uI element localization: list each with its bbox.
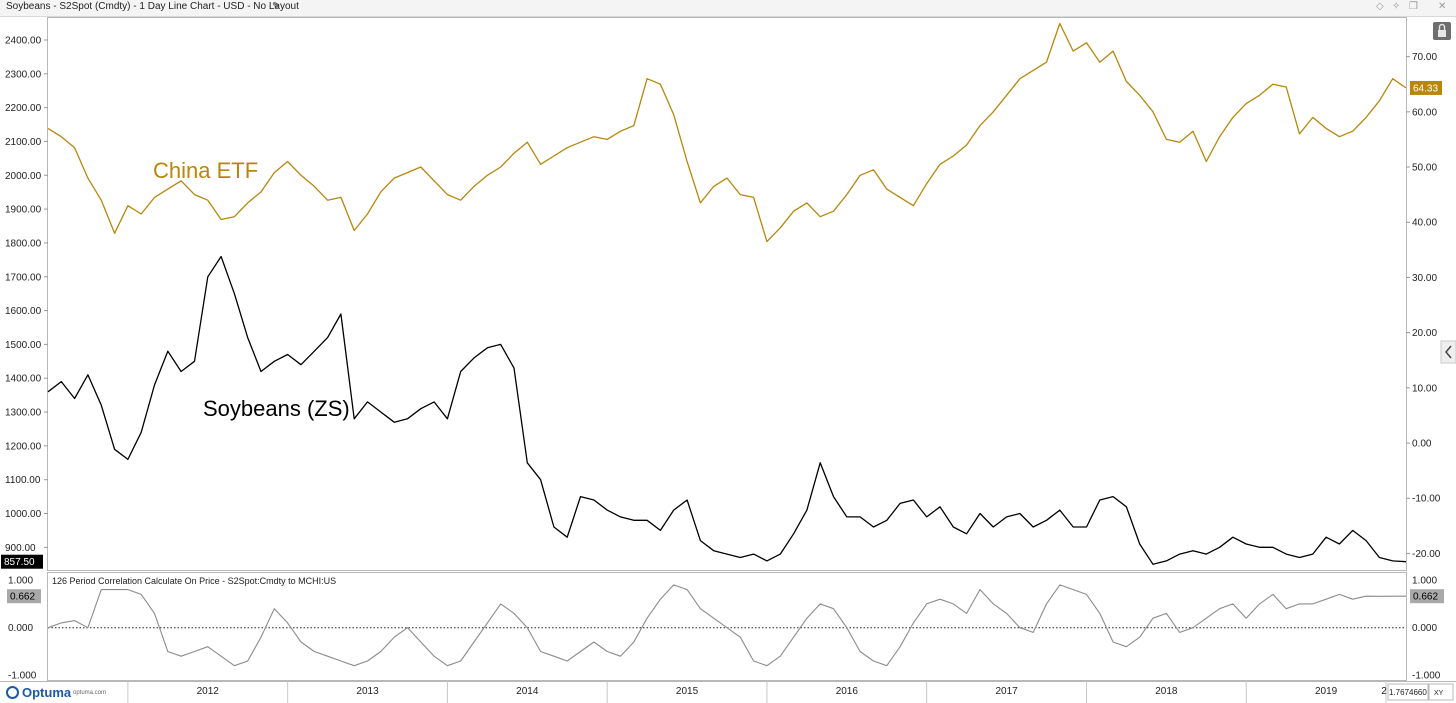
soybeans-line xyxy=(47,255,1407,565)
x-axis-tick-label: 2015 xyxy=(676,686,699,697)
correlation-title: 126 Period Correlation Calculate On Pric… xyxy=(52,576,336,586)
right-axis-tick-label: 20.00 xyxy=(1412,328,1437,339)
corr-right-tick-label: -1.000 xyxy=(1412,671,1441,682)
window-title: Soybeans - S2Spot (Cmdty) - 1 Day Line C… xyxy=(6,1,299,12)
left-axis-tick-label: 1300.00 xyxy=(5,408,42,419)
corr-right-last-value-box xyxy=(1410,589,1444,604)
soybeans-label: Soybeans (ZS) xyxy=(203,396,350,421)
right-axis-tick-label: 60.00 xyxy=(1412,107,1437,118)
restore-icon[interactable]: ❐ xyxy=(1409,1,1418,12)
x-axis-tick-label: 2014 xyxy=(516,686,539,697)
china-etf-last-value-box xyxy=(1410,80,1442,95)
corr-left-tick-label: 0.000 xyxy=(8,623,33,634)
china-etf-last-value: 64.33 xyxy=(1413,83,1438,94)
left-axis-tick-label: 2300.00 xyxy=(5,69,42,80)
brand-url: optuma.com xyxy=(73,690,107,696)
chevron-left-icon[interactable] xyxy=(1440,340,1456,364)
left-axis-tick-label: 1000.00 xyxy=(5,509,42,520)
right-axis-tick-label: 70.00 xyxy=(1412,52,1437,63)
soybeans-last-value-box xyxy=(1,554,43,569)
x-axis-tick-label: 2018 xyxy=(1155,686,1178,697)
title-bar: Soybeans - S2Spot (Cmdty) - 1 Day Line C… xyxy=(0,0,1456,17)
left-axis-tick-label: 2400.00 xyxy=(5,35,42,46)
corr-right-last-value: 0.662 xyxy=(1413,592,1438,603)
xy-toggle[interactable]: XY xyxy=(1434,690,1444,697)
x-axis-tick-label: 2019 xyxy=(1315,686,1338,697)
left-axis-tick-label: 900.00 xyxy=(5,543,36,554)
crosshair-readout-box xyxy=(1387,683,1429,701)
left-axis-tick-label: 1500.00 xyxy=(5,340,42,351)
right-axis-tick-label: 30.00 xyxy=(1412,273,1437,284)
plot-frames xyxy=(0,17,1456,682)
left-axis-tick-label: 1600.00 xyxy=(5,306,42,317)
right-axis-tick-label: 40.00 xyxy=(1412,218,1437,229)
corr-left-tick-label: -1.000 xyxy=(8,671,37,682)
xy-toggle-box[interactable] xyxy=(1428,683,1454,701)
left-axis-tick-label: 2200.00 xyxy=(5,103,42,114)
x-axis-tick-label: 2013 xyxy=(356,686,379,697)
right-axis-tick-label: -20.00 xyxy=(1412,549,1441,560)
left-axis-tick-label: 1700.00 xyxy=(5,272,42,283)
right-axis-tick-label: 50.00 xyxy=(1412,163,1437,174)
correlation-line xyxy=(47,584,1406,667)
left-axis-tick-label: 1200.00 xyxy=(5,441,42,452)
x-axis-tick-label: 2012 xyxy=(197,686,220,697)
china-etf-label: China ETF xyxy=(153,158,258,183)
brand-footer: Optuma optuma.com xyxy=(0,683,150,703)
corr-right-tick-label: 0.000 xyxy=(1412,623,1437,634)
close-icon[interactable]: ✕ xyxy=(1438,1,1447,12)
right-axis-tick-label: -10.00 xyxy=(1412,494,1441,505)
left-axis-tick-label: 2000.00 xyxy=(5,171,42,182)
brand-name: Optuma xyxy=(22,685,72,700)
left-axis-tick-label: 1900.00 xyxy=(5,205,42,216)
left-axis-tick-label: 2100.00 xyxy=(5,137,42,148)
x-axis-tick-label: 2 xyxy=(1381,686,1387,697)
left-axis-tick-label: 1400.00 xyxy=(5,374,42,385)
right-axis-tick-label: 0.00 xyxy=(1412,439,1432,450)
diamond-icon[interactable]: ◇ xyxy=(1376,1,1384,12)
x-axis-tick-label: 2016 xyxy=(836,686,859,697)
china-etf-line xyxy=(47,22,1407,243)
right-axis-tick-label: 10.00 xyxy=(1412,383,1437,394)
optuma-logo-icon xyxy=(6,686,19,699)
soybeans-last-value: 857.50 xyxy=(4,557,35,568)
left-axis-tick-label: 1800.00 xyxy=(5,238,42,249)
pin-icon[interactable]: ✧ xyxy=(1392,1,1401,12)
pencil-icon[interactable]: ✎ xyxy=(272,1,281,12)
lock-icon[interactable] xyxy=(1433,22,1451,40)
corr-left-tick-label: 1.000 xyxy=(8,576,33,587)
x-axis-tick-label: 2017 xyxy=(995,686,1018,697)
corr-right-tick-label: 1.000 xyxy=(1412,576,1437,587)
left-axis-tick-label: 1100.00 xyxy=(5,475,41,486)
corr-left-last-value-box xyxy=(7,589,41,604)
corr-left-last-value: 0.662 xyxy=(10,592,35,603)
crosshair-readout: 1.7674660 xyxy=(1389,688,1427,697)
